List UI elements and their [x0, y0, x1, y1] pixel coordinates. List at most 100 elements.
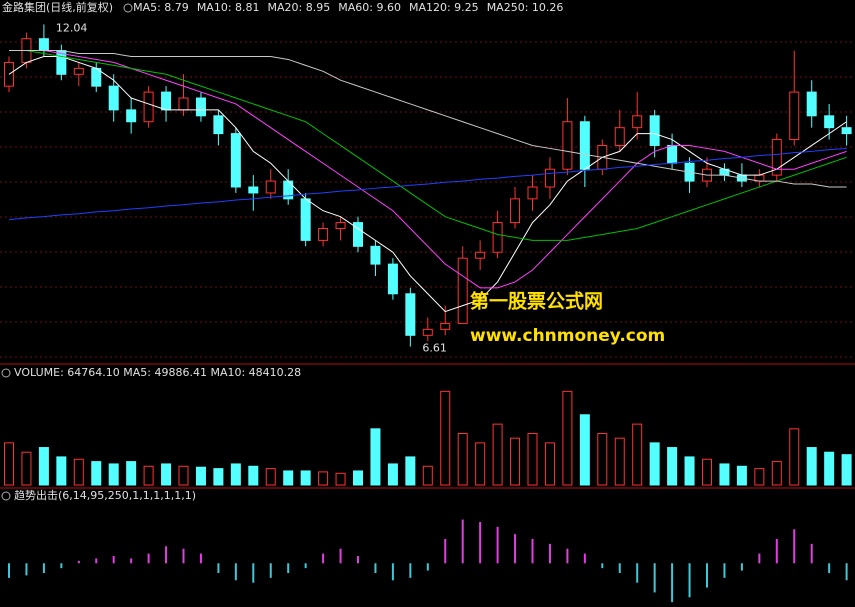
candle-body [161, 91, 172, 111]
indicator-bar [304, 563, 307, 569]
indicator-bar [252, 563, 255, 583]
indicator-bar [182, 548, 185, 564]
volume-bar [178, 465, 189, 486]
indicator-bar [706, 563, 708, 588]
volume-bar [841, 454, 852, 486]
candle-body [789, 91, 800, 141]
indicator-title: 趋势出击(6,14,95,250,1,1,1,1,1,1) [14, 488, 196, 502]
volume-bar [213, 468, 224, 486]
candle-body [387, 263, 398, 295]
indicator-bar [95, 558, 98, 564]
volume-bar [789, 428, 800, 486]
indicator-bar [357, 556, 359, 564]
candle-body [492, 222, 503, 253]
indicator-bar [234, 563, 237, 581]
volume-bar [73, 458, 84, 486]
volume-bar [649, 442, 660, 486]
candle-body [195, 97, 206, 117]
indicator-bar [583, 553, 586, 564]
volume-bar [527, 433, 538, 486]
volume-bar [824, 451, 835, 486]
indicator-bar [496, 526, 499, 564]
indicator-bar [653, 563, 656, 593]
volume-bar [265, 468, 276, 486]
volume-bar [195, 466, 206, 486]
volume-bar [544, 442, 555, 486]
indicator-bar [688, 563, 691, 598]
watermark: www.chnmoney.com [470, 326, 665, 346]
volume-bar [353, 470, 363, 486]
volume-bar [318, 471, 329, 486]
volume-bar [806, 447, 817, 486]
indicator-bar [8, 563, 10, 578]
volume-bar [771, 461, 782, 486]
indicator-bar [479, 522, 482, 564]
volume-bar [387, 463, 398, 486]
candle-body [353, 222, 363, 247]
indicator-bar [42, 563, 45, 573]
indicator-bar [165, 546, 168, 564]
candle-body [614, 127, 625, 146]
volume-bar [667, 447, 678, 486]
volume-bar [370, 428, 381, 486]
volume-bar [143, 465, 154, 486]
indicator-bar [147, 553, 150, 564]
volume-bar [614, 437, 625, 486]
volume-bar [91, 461, 102, 486]
volume-bar [440, 390, 451, 486]
candle-body [422, 328, 433, 336]
indicator-bar [269, 563, 272, 578]
candle-body [824, 115, 835, 129]
indicator-bar [112, 556, 115, 564]
volume-bar [632, 423, 643, 486]
indicator-bar [601, 563, 604, 569]
indicator-bar [740, 563, 743, 571]
candle-body [544, 168, 555, 188]
volume-bar [248, 465, 259, 486]
volume-bar [719, 463, 730, 486]
indicator-bar [25, 563, 28, 576]
candle-body [457, 257, 468, 324]
indicator-bar [287, 563, 290, 573]
volume-bar [4, 442, 14, 486]
indicator-bar [77, 560, 80, 564]
volume-bar [684, 456, 695, 486]
volume-bar [597, 433, 608, 486]
volume-bar [126, 461, 137, 486]
watermark: 第一股票公式网 [470, 290, 603, 313]
panel-icon [1, 491, 11, 501]
indicator-bar [514, 534, 517, 564]
volume-bar [492, 423, 503, 486]
candle-body [230, 133, 241, 188]
dropdown-icon [123, 3, 133, 13]
indicator-bar [775, 539, 778, 564]
indicator-bar [322, 553, 325, 564]
volume-bar [702, 458, 712, 486]
candle-body [632, 115, 643, 129]
panel-icon [1, 368, 11, 378]
volume-bar [283, 470, 294, 486]
legend-item: MA60: 9.60 [338, 1, 401, 14]
candle-body [370, 245, 381, 265]
indicator-bar [548, 543, 551, 564]
volume-bar [21, 451, 32, 486]
candle-body [440, 322, 451, 330]
indicator-bar [671, 563, 674, 603]
indicator-bar [845, 563, 848, 581]
volume-bar [56, 456, 67, 486]
candle-body [126, 109, 137, 123]
legend-item: MA5: 8.79 [133, 1, 189, 14]
legend-item: MA10: 8.81 [197, 1, 260, 14]
indicator-bar [566, 548, 569, 564]
volume-bar [475, 442, 486, 486]
indicator-bar [409, 563, 412, 578]
candle-body [667, 144, 678, 164]
moving-average [9, 50, 847, 188]
candle-body [248, 186, 259, 194]
candle-body [265, 180, 276, 194]
indicator-bar [793, 529, 796, 564]
candle-body [318, 228, 329, 241]
candle-body [649, 115, 660, 146]
legend-item: MA120: 9.25 [409, 1, 479, 14]
indicator-bar [828, 563, 831, 573]
